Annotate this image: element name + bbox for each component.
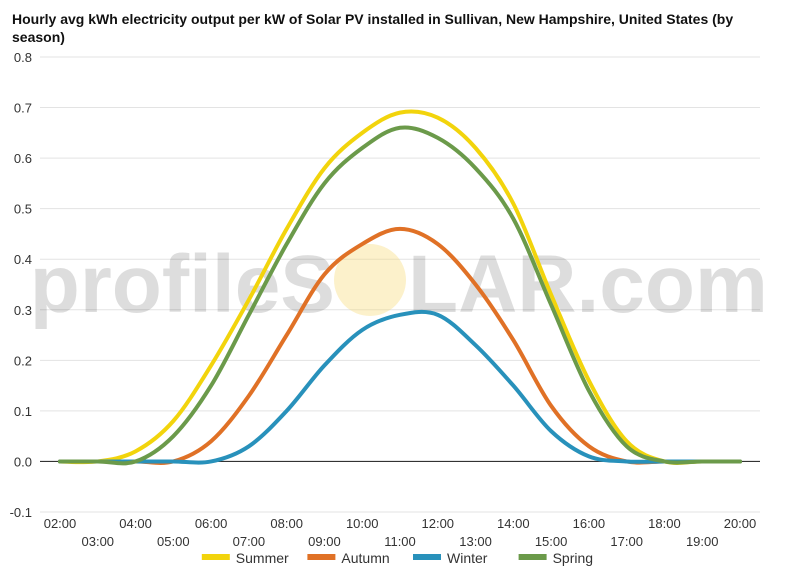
series-line-summer — [58, 109, 742, 465]
x-tick-label: 17:00 — [610, 534, 643, 549]
x-tick-label: 15:00 — [535, 534, 568, 549]
legend-label-winter: Winter — [447, 550, 488, 566]
series-group — [58, 109, 742, 466]
watermark: profileS LAR.com — [30, 239, 768, 330]
x-tick-label: 05:00 — [157, 534, 190, 549]
x-tick-label: 11:00 — [384, 534, 416, 549]
x-tick-label: 09:00 — [308, 534, 341, 549]
x-tick-label: 02:00 — [44, 516, 77, 531]
x-tick-label: 16:00 — [573, 516, 606, 531]
y-tick-label: 0.8 — [14, 50, 32, 65]
x-tick-label: 10:00 — [346, 516, 379, 531]
y-tick-label: 0.7 — [14, 101, 32, 116]
legend-label-autumn: Autumn — [341, 550, 389, 566]
watermark-text-left: profileS — [30, 239, 335, 330]
x-tick-label: 03:00 — [82, 534, 115, 549]
x-tick-label: 19:00 — [686, 534, 719, 549]
x-tick-label: 08:00 — [270, 516, 303, 531]
x-tick-label: 06:00 — [195, 516, 228, 531]
y-tick-label: 0.4 — [14, 252, 32, 267]
legend: Summer Autumn Winter Spring — [201, 550, 593, 566]
x-tick-label: 07:00 — [233, 534, 266, 549]
x-tick-label: 14:00 — [497, 516, 530, 531]
legend-swatch-summer — [201, 554, 230, 560]
y-tick-label: 0.5 — [14, 202, 32, 217]
legend-swatch-winter — [413, 554, 441, 560]
y-tick-label: -0.1 — [10, 505, 32, 520]
x-tick-label: 12:00 — [422, 516, 455, 531]
x-tick-label: 13:00 — [459, 534, 492, 549]
legend-label-summer: Summer — [236, 550, 289, 566]
watermark-sun — [334, 244, 406, 316]
legend-label-spring: Spring — [553, 550, 593, 566]
series-line-winter — [58, 309, 742, 465]
legend-swatch-autumn — [307, 554, 336, 560]
y-tick-label: 0.2 — [14, 353, 32, 368]
y-tick-label: 0.6 — [14, 151, 32, 166]
y-tick-label: 0.0 — [14, 454, 32, 469]
x-tick-label: 18:00 — [648, 516, 681, 531]
chart-title: Hourly avg kWh electricity output per kW… — [12, 11, 734, 45]
y-tick-label: 0.3 — [14, 303, 32, 318]
legend-swatch-spring — [518, 554, 547, 560]
y-tick-label: 0.1 — [14, 404, 32, 419]
x-tick-label: 20:00 — [724, 516, 757, 531]
watermark-text-right: LAR.com — [408, 239, 768, 330]
x-tick-label: 04:00 — [119, 516, 152, 531]
series-line-spring — [58, 125, 742, 466]
